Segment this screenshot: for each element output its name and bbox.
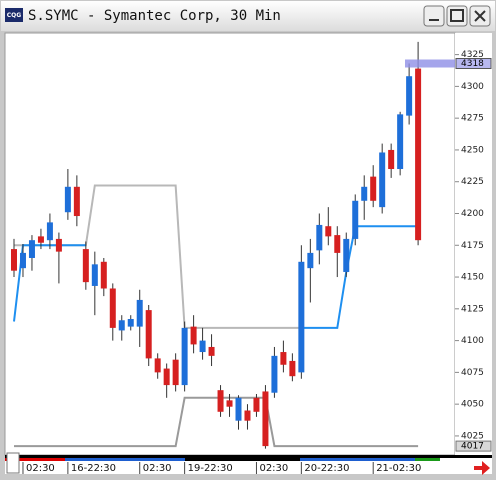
y-tick-label: 4050 bbox=[461, 400, 484, 410]
candle-body bbox=[262, 391, 269, 447]
candle-body bbox=[28, 240, 35, 258]
plot: 4025 4050 4075 4100 4125 4150 4175 4200 4225 4250… bbox=[11, 41, 492, 474]
y-tick-label: 4075 bbox=[461, 368, 484, 378]
candle-body bbox=[307, 252, 314, 269]
candle-body bbox=[361, 186, 368, 201]
y-tick-label: 4025 bbox=[461, 431, 484, 441]
y-tick-label: 4200 bbox=[461, 209, 484, 219]
candle-body bbox=[235, 397, 242, 421]
x-tick-label: 21-02:30 bbox=[376, 463, 421, 474]
low-marker-box bbox=[455, 440, 492, 452]
x-tick-label: 02:30 bbox=[259, 463, 288, 474]
x-tick-label: 19-22:30 bbox=[188, 463, 233, 474]
x-tick-label: 20-22:30 bbox=[304, 463, 349, 474]
candle-body bbox=[379, 152, 386, 208]
app-icon bbox=[5, 8, 23, 22]
candle-body bbox=[343, 238, 350, 272]
candle-body bbox=[298, 261, 305, 373]
low-marker-label: 4017 bbox=[461, 442, 484, 452]
candle-body bbox=[253, 397, 260, 412]
scroll-right-arrow[interactable] bbox=[474, 461, 490, 475]
plot-area bbox=[4, 32, 456, 456]
candle-body bbox=[11, 249, 17, 271]
candle-body bbox=[316, 224, 323, 251]
minimize-button[interactable] bbox=[423, 5, 445, 27]
y-tick-label: 4100 bbox=[461, 336, 484, 346]
last-price-line bbox=[405, 59, 455, 68]
y-tick-label: 4300 bbox=[461, 82, 484, 92]
session-strip bbox=[415, 458, 440, 461]
candle-body bbox=[271, 355, 278, 393]
x-tick-label: 16-22:30 bbox=[71, 463, 116, 474]
candle-body bbox=[217, 390, 224, 412]
candle-body bbox=[415, 68, 422, 241]
y-tick-label: 4125 bbox=[461, 304, 484, 314]
session-strip bbox=[300, 458, 415, 461]
x-tick-label: 02:30 bbox=[26, 463, 55, 474]
candle-body bbox=[46, 222, 53, 241]
candle-body bbox=[406, 76, 413, 116]
candle-body bbox=[55, 238, 62, 252]
candle-body bbox=[388, 149, 395, 170]
time-axis bbox=[5, 458, 492, 474]
y-tick-label: 4150 bbox=[461, 273, 484, 283]
window-title: S.SYMC - Symantec Corp, 30 Min bbox=[28, 8, 281, 24]
app-icon-text: CQG bbox=[7, 12, 22, 19]
candle-body bbox=[172, 359, 179, 386]
candle-body bbox=[82, 249, 89, 283]
candle-body bbox=[190, 326, 197, 345]
candle-body bbox=[37, 236, 44, 243]
session-strip bbox=[65, 458, 185, 461]
candle-body bbox=[118, 320, 125, 331]
candle-body bbox=[208, 346, 215, 356]
last-price-box bbox=[455, 58, 492, 70]
candle-body bbox=[163, 368, 170, 386]
session-strip bbox=[5, 458, 65, 461]
y-tick-label: 4175 bbox=[461, 241, 484, 251]
candle-body bbox=[73, 186, 80, 217]
title-bar bbox=[1, 1, 495, 31]
candle-body bbox=[199, 340, 206, 353]
y-tick-label: 4275 bbox=[461, 114, 484, 124]
candle-body bbox=[154, 358, 161, 373]
candle-body bbox=[352, 200, 359, 239]
y-tick-label: 4250 bbox=[461, 145, 484, 155]
candle-body bbox=[109, 288, 116, 328]
window-controls bbox=[423, 5, 491, 27]
candle-body bbox=[244, 410, 251, 421]
candle-body bbox=[226, 400, 233, 407]
last-price-label: 4318 bbox=[461, 59, 484, 69]
price-axis bbox=[455, 33, 492, 455]
close-icon bbox=[474, 10, 486, 22]
candle-body bbox=[397, 114, 404, 170]
maximize-icon bbox=[450, 9, 464, 22]
scroll-box[interactable] bbox=[6, 452, 20, 474]
axis-line bbox=[5, 455, 492, 458]
candle-body bbox=[181, 327, 188, 386]
candle-body bbox=[19, 252, 26, 269]
indicator-line bbox=[14, 396, 419, 448]
y-tick-label: 4325 bbox=[461, 50, 484, 60]
candle-body bbox=[289, 360, 296, 377]
candle-body bbox=[100, 261, 107, 289]
candle-body bbox=[64, 186, 71, 213]
candle-body bbox=[127, 318, 134, 327]
candle-body bbox=[280, 352, 287, 365]
candle-body bbox=[145, 310, 152, 359]
y-tick-label: 4225 bbox=[461, 177, 484, 187]
candle-body bbox=[91, 264, 98, 286]
session-strip bbox=[185, 458, 300, 461]
candle-body bbox=[325, 226, 332, 237]
candle-body bbox=[370, 176, 377, 201]
x-tick-label: 02:30 bbox=[143, 463, 172, 474]
candle-body bbox=[136, 299, 143, 327]
candle-body bbox=[334, 235, 341, 253]
